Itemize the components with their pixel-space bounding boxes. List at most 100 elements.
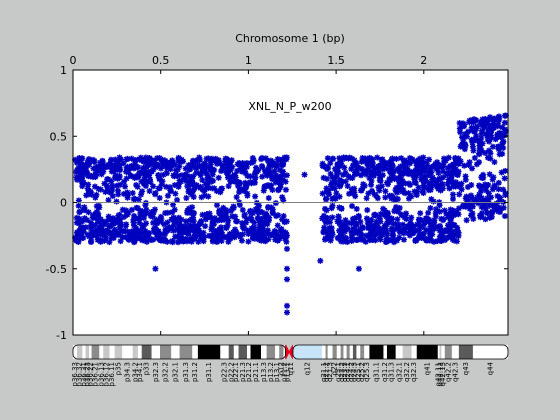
data-point — [217, 207, 224, 214]
data-point — [379, 229, 386, 236]
data-point — [252, 193, 259, 200]
data-point — [185, 188, 192, 195]
ideogram-band — [451, 345, 459, 359]
ideogram-band — [179, 345, 193, 359]
ideogram-band — [402, 345, 412, 359]
data-point — [103, 163, 110, 170]
data-point — [224, 234, 231, 241]
data-point — [501, 112, 508, 119]
data-point — [501, 175, 508, 182]
data-point — [133, 182, 140, 189]
data-point — [186, 207, 193, 214]
data-point — [335, 213, 342, 220]
ideogram-band — [132, 345, 138, 359]
data-point — [99, 220, 106, 227]
data-point — [218, 185, 225, 192]
ideogram-band — [288, 344, 294, 360]
data-point — [135, 164, 142, 171]
data-point — [283, 156, 290, 163]
data-point — [323, 207, 330, 214]
data-point — [433, 181, 440, 188]
data-point — [420, 166, 427, 173]
ideogram-band — [141, 345, 152, 359]
data-point — [450, 195, 457, 202]
data-point — [413, 172, 420, 179]
data-point — [349, 203, 356, 210]
data-point — [133, 204, 140, 211]
ideogram-band — [346, 345, 350, 359]
data-point — [187, 222, 194, 229]
data-point — [275, 212, 282, 219]
data-point — [239, 160, 246, 167]
data-point — [317, 257, 324, 264]
data-point — [225, 172, 232, 179]
data-point — [108, 168, 115, 175]
data-point — [183, 194, 190, 201]
ideogram-band — [151, 345, 160, 359]
ideogram-band — [352, 345, 357, 359]
ideogram-band — [220, 345, 229, 359]
ideogram-band — [364, 345, 370, 359]
data-point — [124, 155, 131, 162]
ideogram-band — [327, 345, 333, 359]
data-point — [236, 189, 243, 196]
data-point — [262, 155, 269, 162]
data-point — [105, 213, 112, 220]
data-point — [202, 223, 209, 230]
data-point — [373, 192, 380, 199]
data-point — [264, 168, 271, 175]
data-point — [417, 210, 424, 217]
data-point — [283, 232, 290, 239]
data-point — [376, 215, 383, 222]
data-point — [81, 207, 88, 214]
data-point — [149, 213, 156, 220]
data-point — [199, 211, 206, 218]
data-point — [105, 197, 112, 204]
data-point — [321, 224, 328, 231]
data-point — [122, 183, 129, 190]
data-point — [271, 168, 278, 175]
data-point — [117, 181, 124, 188]
data-point — [171, 222, 178, 229]
data-point — [420, 190, 427, 197]
data-point — [249, 155, 256, 162]
band-label: q31.3 — [387, 362, 395, 382]
data-point — [354, 164, 361, 171]
data-point — [206, 232, 213, 239]
data-point — [108, 156, 115, 163]
data-point — [496, 209, 503, 216]
data-point — [117, 226, 124, 233]
data-point — [76, 208, 83, 215]
ideogram-band — [109, 345, 115, 359]
data-point — [495, 186, 502, 193]
data-point — [400, 180, 407, 187]
data-point — [466, 202, 473, 209]
ideogram-band — [82, 345, 86, 359]
ideogram-band — [137, 345, 142, 359]
data-point — [408, 214, 415, 221]
data-point — [462, 176, 469, 183]
ideogram-band — [439, 345, 442, 359]
data-point — [221, 216, 228, 223]
data-point — [328, 179, 335, 186]
data-point — [167, 166, 174, 173]
data-point — [225, 238, 232, 245]
data-point — [322, 163, 329, 170]
data-point — [116, 173, 123, 180]
data-point — [80, 179, 87, 186]
data-point — [141, 176, 148, 183]
band-label: q42.3 — [451, 362, 459, 382]
data-point — [348, 220, 355, 227]
data-point — [338, 238, 345, 245]
band-label: p32.2 — [162, 362, 170, 382]
data-point — [81, 215, 88, 222]
data-point — [429, 231, 436, 238]
data-point — [463, 217, 470, 224]
data-point — [420, 231, 427, 238]
data-point — [249, 232, 256, 239]
data-point — [109, 193, 116, 200]
data-point — [234, 161, 241, 168]
data-point — [151, 206, 158, 213]
data-point — [116, 154, 123, 161]
data-point — [201, 169, 208, 176]
